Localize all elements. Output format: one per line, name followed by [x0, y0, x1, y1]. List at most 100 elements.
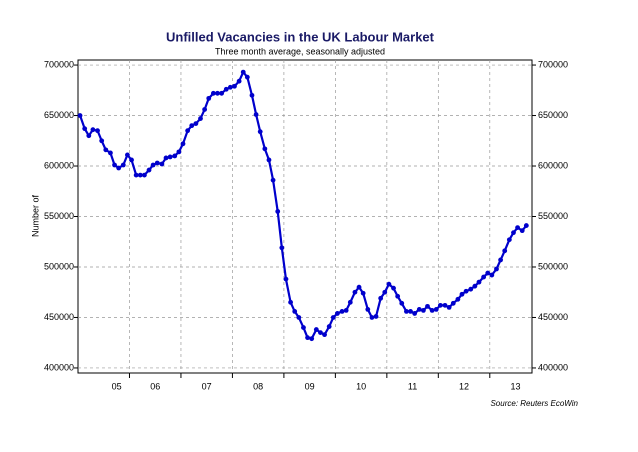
y-axis-label: Number of	[30, 195, 40, 238]
data-point	[227, 84, 233, 90]
data-point	[270, 177, 276, 183]
data-point	[450, 300, 456, 306]
data-point	[193, 121, 199, 127]
data-point	[236, 78, 242, 84]
data-point	[90, 127, 96, 133]
data-point	[506, 237, 512, 243]
data-point	[146, 167, 152, 173]
data-point	[515, 225, 520, 231]
data-point	[378, 295, 384, 301]
data-point	[120, 162, 126, 168]
y-tick-label-right: 400000	[538, 362, 568, 372]
data-point	[198, 116, 203, 121]
data-point	[99, 138, 105, 144]
data-point	[498, 257, 504, 263]
data-point	[322, 332, 327, 338]
data-point	[257, 129, 263, 135]
y-tick-label-right: 650000	[538, 110, 568, 120]
data-point	[369, 315, 375, 320]
x-tick-label: 09	[305, 381, 315, 391]
data-point	[352, 289, 358, 295]
data-point	[425, 303, 430, 309]
data-point	[240, 69, 246, 75]
data-point	[103, 147, 109, 153]
data-point	[244, 74, 250, 80]
data-point	[360, 290, 366, 296]
data-point	[459, 291, 465, 297]
data-point	[232, 83, 237, 89]
data-point	[215, 90, 220, 96]
data-point	[485, 270, 491, 276]
x-tick-label: 06	[150, 381, 160, 391]
data-point	[296, 315, 302, 320]
data-point	[163, 155, 169, 161]
data-point	[502, 248, 508, 254]
data-point	[446, 304, 452, 310]
data-point	[463, 288, 469, 294]
data-point	[318, 330, 323, 336]
data-point	[189, 123, 195, 129]
data-point	[279, 245, 285, 251]
data-point	[523, 223, 529, 228]
data-point	[391, 285, 396, 291]
y-tick-label-right: 450000	[538, 312, 568, 322]
data-point	[472, 283, 478, 289]
data-point	[309, 336, 315, 342]
y-tick-label-right: 550000	[538, 211, 568, 221]
data-point	[159, 161, 165, 167]
data-point	[108, 150, 113, 156]
data-point	[442, 302, 448, 308]
x-tick-label: 13	[511, 381, 521, 391]
x-tick-label: 05	[112, 381, 122, 391]
data-point	[150, 162, 156, 168]
data-point	[253, 112, 259, 117]
data-point	[266, 157, 272, 163]
x-tick-label: 07	[202, 381, 212, 391]
data-point	[223, 86, 229, 92]
x-tick-label: 10	[356, 381, 366, 391]
data-point	[382, 289, 388, 295]
data-point	[116, 165, 122, 171]
data-point	[292, 309, 298, 314]
data-point	[519, 228, 525, 234]
data-point	[335, 311, 340, 316]
data-point	[180, 141, 186, 147]
y-tick-label-right: 700000	[538, 59, 568, 69]
data-point	[210, 90, 216, 96]
data-point	[313, 327, 319, 332]
data-point	[468, 286, 474, 292]
data-point	[206, 95, 212, 101]
data-point	[494, 266, 499, 272]
data-point	[481, 274, 487, 280]
data-point	[412, 311, 418, 316]
data-point	[429, 308, 435, 313]
data-point	[219, 90, 225, 96]
data-point	[262, 146, 268, 152]
data-point	[167, 154, 173, 160]
data-point	[249, 92, 255, 98]
data-point	[386, 281, 392, 287]
data-point	[408, 309, 413, 314]
data-point	[129, 157, 134, 163]
y-tick-label-right: 600000	[538, 160, 568, 170]
data-point	[154, 160, 160, 166]
data-point	[433, 306, 439, 312]
data-point	[77, 113, 83, 118]
data-point	[202, 107, 208, 112]
data-point	[455, 296, 461, 302]
data-point	[437, 302, 443, 308]
data-point	[347, 299, 353, 305]
data-point	[416, 306, 422, 312]
data-point	[86, 133, 92, 139]
x-tick-label: 11	[408, 381, 417, 391]
data-point	[95, 128, 100, 134]
y-tick-label: 400000	[44, 362, 74, 372]
chart-subtitle: Three month average, seasonally adjusted	[215, 46, 385, 56]
data-point	[326, 324, 332, 329]
x-tick-label: 12	[459, 381, 469, 391]
x-tick-label: 08	[253, 381, 263, 391]
chart-title: Unfilled Vacancies in the UK Labour Mark…	[166, 29, 435, 44]
data-point	[142, 172, 147, 178]
data-point	[356, 284, 362, 290]
